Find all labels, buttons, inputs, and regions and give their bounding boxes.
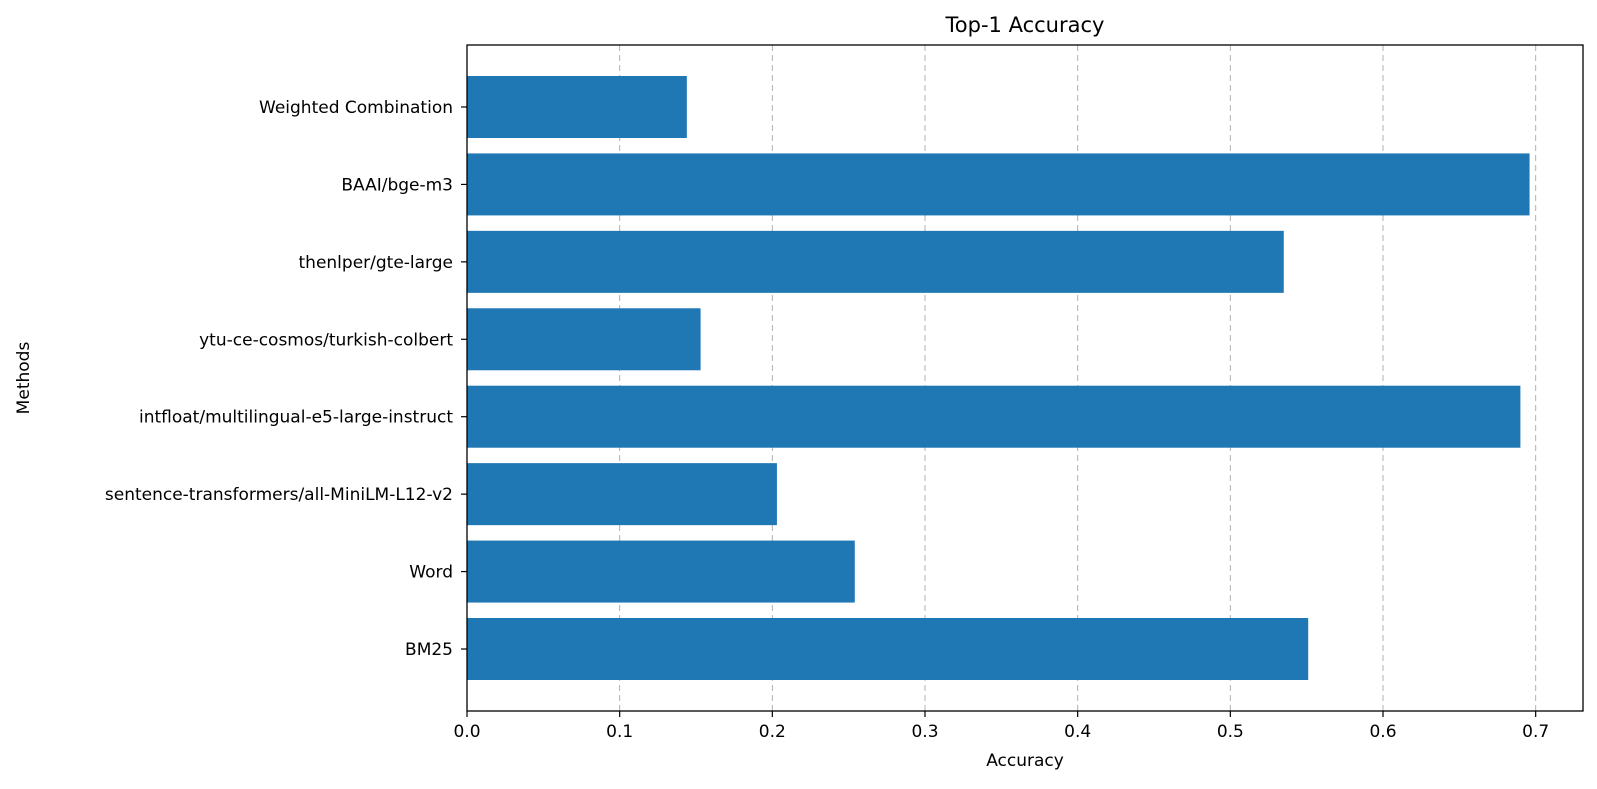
x-tick-label: 0.6 bbox=[1369, 722, 1396, 742]
x-axis-ticks: 0.0 0.1 0.2 0.3 0.4 0.5 0.6 0.7 bbox=[453, 711, 1549, 742]
bar bbox=[467, 153, 1530, 216]
bar bbox=[467, 230, 1284, 293]
x-tick-label: 0.7 bbox=[1522, 722, 1549, 742]
x-tick-label: 0.3 bbox=[911, 722, 938, 742]
x-tick-label: 0.0 bbox=[453, 722, 480, 742]
grid-lines bbox=[466, 45, 1537, 711]
x-tick-label: 0.2 bbox=[759, 722, 786, 742]
bar bbox=[467, 308, 701, 371]
y-tick-label: Word bbox=[409, 563, 453, 583]
bar bbox=[467, 385, 1521, 448]
x-tick-label: 0.5 bbox=[1217, 722, 1244, 742]
x-tick-label: 0.4 bbox=[1064, 722, 1091, 742]
y-axis-label: Methods bbox=[14, 342, 34, 415]
x-axis-label: Accuracy bbox=[986, 751, 1064, 771]
bar bbox=[467, 540, 855, 603]
bar bbox=[467, 618, 1309, 680]
y-tick-label: intfloat/multilingual-e5-large-instruct bbox=[139, 408, 453, 428]
bar bbox=[467, 463, 777, 526]
y-tick-label: thenlper/gte-large bbox=[299, 253, 454, 273]
y-tick-label: sentence-transformers/all-MiniLM-L12-v2 bbox=[105, 485, 453, 505]
x-tick-label: 0.1 bbox=[606, 722, 633, 742]
y-tick-label: Weighted Combination bbox=[259, 98, 453, 118]
y-tick-label: ytu-ce-cosmos/turkish-colbert bbox=[199, 330, 453, 350]
bar bbox=[467, 75, 687, 138]
plot-frame bbox=[466, 44, 1584, 712]
y-tick-label: BAAI/bge-m3 bbox=[341, 175, 453, 195]
y-tick-label: BM25 bbox=[405, 640, 453, 660]
bars bbox=[467, 75, 1530, 680]
y-axis-ticks: BM25 Word sentence-transformers/all-MiniLM… bbox=[105, 98, 467, 660]
chart-title: Top-1 Accuracy bbox=[945, 13, 1105, 37]
